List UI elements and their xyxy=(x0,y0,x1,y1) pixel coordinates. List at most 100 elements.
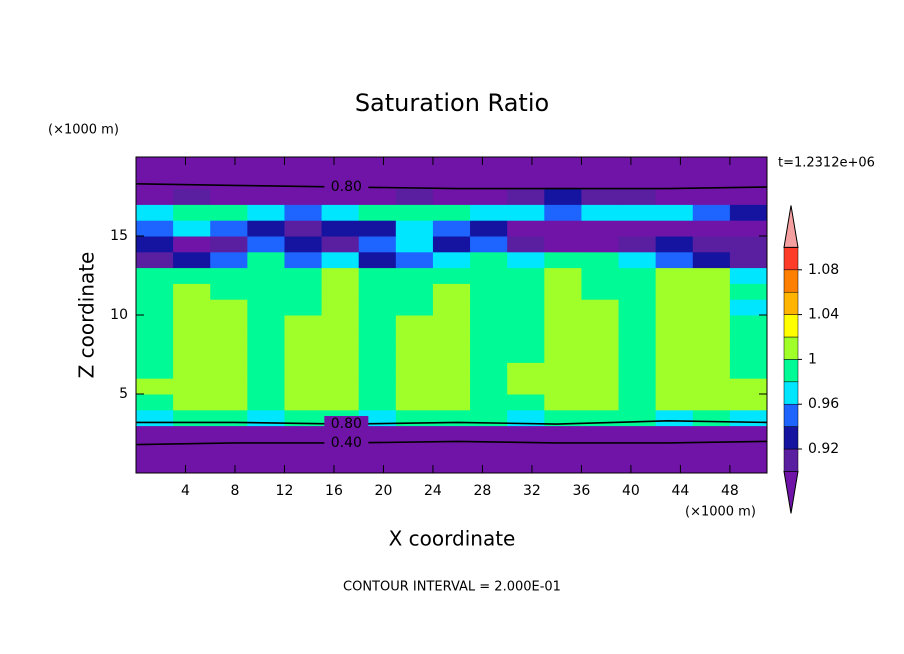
contour-cell xyxy=(395,425,434,442)
contour-cell xyxy=(358,204,397,221)
contour-cell xyxy=(581,315,620,332)
contour-cell xyxy=(692,409,731,427)
x-tick-label: 44 xyxy=(671,483,689,499)
contour-cell xyxy=(544,157,582,174)
contour-cell xyxy=(581,441,620,458)
contour-cell xyxy=(507,330,545,348)
contour-cell xyxy=(395,409,434,427)
contour-cell xyxy=(395,315,434,332)
contour-cell xyxy=(395,394,434,411)
contour-cell xyxy=(136,157,174,174)
contour-cell xyxy=(507,315,545,332)
contour-cell xyxy=(692,457,731,474)
contour-cell xyxy=(136,394,174,411)
colorbar-segment xyxy=(783,448,799,472)
contour-cell xyxy=(358,378,397,395)
contour-cell xyxy=(655,283,694,300)
contour-cell xyxy=(247,330,285,348)
contour-cell xyxy=(655,299,694,316)
contour-line xyxy=(135,440,768,446)
contour-cell xyxy=(507,457,545,474)
contour-cell xyxy=(284,188,323,205)
contour-cell xyxy=(729,204,768,221)
contour-cell xyxy=(432,188,471,205)
contour-cell xyxy=(284,457,323,474)
contour-cell xyxy=(581,236,620,253)
contour-cell xyxy=(173,157,211,174)
contour-cell xyxy=(618,251,657,269)
contour-cell xyxy=(284,283,323,300)
contour-cell xyxy=(284,299,323,316)
contour-cell xyxy=(618,409,657,427)
contour-cell xyxy=(358,267,397,284)
contour-cell xyxy=(470,299,508,316)
contour-cell xyxy=(136,346,174,363)
contour-cell xyxy=(470,157,508,174)
contour-cell xyxy=(729,157,768,174)
contour-cell xyxy=(692,236,731,253)
contour-cell xyxy=(729,283,768,300)
contour-cell xyxy=(247,362,285,379)
contour-cell xyxy=(692,251,731,269)
x-tick-label: 12 xyxy=(276,483,294,499)
contour-cell xyxy=(618,457,657,474)
y-axis-label: Z coordinate xyxy=(75,252,99,379)
contour-cell xyxy=(321,157,360,174)
contour-cell xyxy=(247,441,285,458)
contour-cell xyxy=(210,236,248,253)
contour-cell xyxy=(432,204,471,221)
contour-cell xyxy=(655,267,694,284)
contour-cell xyxy=(581,394,620,411)
contour-cell xyxy=(136,362,174,379)
footer: CONTOUR INTERVAL = 2.000E-01 xyxy=(343,580,561,595)
contour-cell xyxy=(210,220,248,237)
contour-cell xyxy=(210,283,248,300)
contour-cell xyxy=(655,220,694,237)
contour-cell xyxy=(655,236,694,253)
contour-cell xyxy=(618,299,657,316)
contour-cell xyxy=(247,267,285,284)
contour-cell xyxy=(321,315,360,332)
contour-cell xyxy=(321,330,360,348)
colorbar-segment xyxy=(783,314,799,338)
contour-label: 0.80 xyxy=(331,416,362,432)
x-tick-label: 40 xyxy=(622,483,640,499)
contour-cell xyxy=(470,188,508,205)
contour-cell xyxy=(692,188,731,205)
contour-cell xyxy=(432,378,471,395)
contour-cell xyxy=(321,283,360,300)
contour-cell xyxy=(210,251,248,269)
contour-cell xyxy=(544,425,582,442)
contour-cell xyxy=(655,457,694,474)
contour-cell xyxy=(618,330,657,348)
contour-cell xyxy=(432,457,471,474)
contour-cell xyxy=(247,378,285,395)
contour-cell xyxy=(581,251,620,269)
contour-cell xyxy=(432,425,471,442)
colorbar-segment xyxy=(783,381,799,405)
contour-cell xyxy=(655,362,694,379)
contour-cell xyxy=(618,394,657,411)
contour-cell xyxy=(136,220,174,237)
contour-cell xyxy=(544,172,582,190)
contour-cell xyxy=(284,157,323,174)
contour-cell xyxy=(729,188,768,205)
contour-cell xyxy=(210,267,248,284)
contour-cell xyxy=(284,362,323,379)
colorbar-segment xyxy=(783,403,799,427)
contour-cell xyxy=(247,236,285,253)
contour-cell xyxy=(136,267,174,284)
contour-cell xyxy=(581,299,620,316)
contour-cell xyxy=(470,236,508,253)
contour-cell xyxy=(432,299,471,316)
contour-cell xyxy=(432,251,471,269)
x-tick-label: 16 xyxy=(325,483,343,499)
contour-cell xyxy=(284,394,323,411)
contour-cell xyxy=(321,299,360,316)
contour-cell xyxy=(432,220,471,237)
contour-cell xyxy=(358,394,397,411)
contour-cell xyxy=(321,378,360,395)
contour-cell xyxy=(618,204,657,221)
contour-cell xyxy=(470,394,508,411)
contour-cell xyxy=(173,220,211,237)
